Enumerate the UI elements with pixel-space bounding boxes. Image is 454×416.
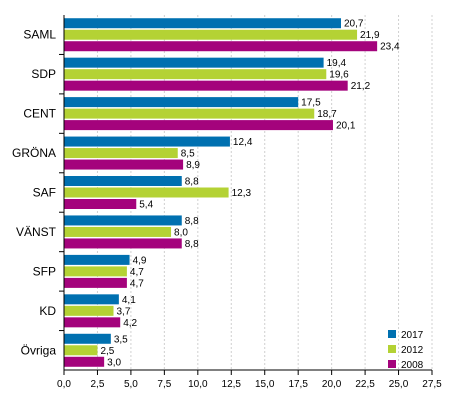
data-label: 4,7: [130, 267, 144, 278]
bar-2012: [64, 266, 127, 277]
data-label: 4,7: [130, 278, 144, 289]
bar-2008: [64, 356, 105, 367]
x-tick-labels: 0,0 2,5 5,0 7,5 10,0 12,5 15,0 17,5 20,0 22,5 25,0…: [57, 379, 442, 390]
bars: [64, 18, 378, 367]
data-label: 21,2: [351, 81, 371, 92]
bar-2012: [64, 29, 358, 40]
data-label: 8,5: [181, 149, 195, 160]
axes: [59, 15, 433, 375]
bar-2012: [64, 226, 172, 237]
data-label: 20,7: [344, 19, 364, 30]
bar-2008: [64, 159, 184, 170]
x-tick-label: 25,0: [389, 379, 409, 390]
value-labels: 20,721,923,4 19,419,621,2 17,518,720,1 12,4…: [100, 19, 400, 369]
data-label: 8,9: [186, 160, 200, 171]
category-label: KD: [39, 304, 56, 318]
bar-2008: [64, 41, 378, 52]
x-tick-label: 12,5: [222, 379, 242, 390]
bar-2012: [64, 148, 178, 159]
bar-2008: [64, 120, 333, 131]
bar-2008: [64, 199, 137, 209]
legend-label: 2012: [401, 345, 424, 356]
category-label: SDP: [31, 67, 56, 81]
data-label: 12,4: [233, 137, 253, 148]
bar-2017: [64, 57, 324, 68]
category-label: SAML: [23, 28, 56, 42]
bar-2017: [64, 136, 230, 147]
legend-label: 2008: [401, 360, 424, 371]
data-label: 20,1: [336, 121, 356, 132]
data-label: 4,2: [123, 318, 137, 329]
bar-2008: [64, 238, 182, 249]
x-tick-label: 17,5: [288, 379, 308, 390]
data-label: 8,8: [185, 177, 199, 188]
data-label: 3,7: [117, 306, 131, 317]
x-tick-label: 10,0: [188, 379, 208, 390]
data-label: 17,5: [301, 98, 321, 109]
x-tick-label: 20,0: [322, 379, 342, 390]
bar-2012: [64, 108, 315, 119]
bar-2012: [64, 305, 114, 316]
data-label: 23,4: [380, 42, 400, 53]
x-tick-label: 5,0: [124, 379, 138, 390]
bar-2017: [64, 176, 182, 186]
x-tick-label: 27,5: [422, 379, 442, 390]
data-label: 8,8: [185, 239, 199, 250]
bar-2017: [64, 254, 130, 265]
bar-2012: [64, 187, 229, 198]
legend-label: 2017: [401, 330, 424, 341]
x-tick-label: 7,5: [157, 379, 171, 390]
data-label: 5,4: [139, 200, 153, 211]
category-label: GRÖNA: [12, 146, 56, 160]
x-tick-label: 2,5: [91, 379, 105, 390]
bar-2012: [64, 69, 327, 80]
data-label: 8,8: [185, 216, 199, 227]
data-label: 12,3: [232, 188, 252, 199]
data-label: 19,6: [329, 70, 349, 81]
bar-2017: [64, 294, 119, 305]
bar-2017: [64, 97, 299, 108]
data-label: 3,0: [107, 357, 121, 368]
x-tick-label: 0,0: [57, 379, 71, 390]
bar-2017: [64, 215, 182, 226]
x-tick-label: 22,5: [355, 379, 375, 390]
data-label: 8,0: [174, 227, 188, 238]
bar-2008: [64, 317, 121, 328]
legend-swatch-2012: [388, 345, 396, 353]
bar-2012: [64, 345, 98, 356]
data-label: 3,5: [114, 334, 128, 345]
data-label: 21,9: [360, 30, 380, 41]
legend-swatch-2017: [388, 330, 396, 338]
category-label: SAF: [33, 186, 56, 200]
category-label: CENT: [23, 107, 56, 121]
x-tick-label: 15,0: [255, 379, 275, 390]
category-label: VÄNST: [16, 225, 57, 239]
legend: 2017 2012 2008: [388, 330, 424, 371]
data-label: 4,9: [133, 255, 147, 266]
category-label: Övriga: [21, 343, 57, 357]
category-labels: SAML SDP CENT GRÖNA SAF VÄNST SFP KD Övriga: [12, 28, 57, 358]
data-label: 19,4: [327, 58, 347, 69]
bar-2017: [64, 333, 111, 344]
bar-2008: [64, 80, 348, 91]
data-label: 2,5: [100, 346, 114, 357]
category-label: SFP: [33, 264, 56, 278]
data-label: 18,7: [317, 109, 337, 120]
bar-2008: [64, 277, 127, 288]
legend-swatch-2008: [388, 360, 396, 368]
bar-2017: [64, 18, 342, 29]
data-label: 4,1: [122, 295, 136, 306]
